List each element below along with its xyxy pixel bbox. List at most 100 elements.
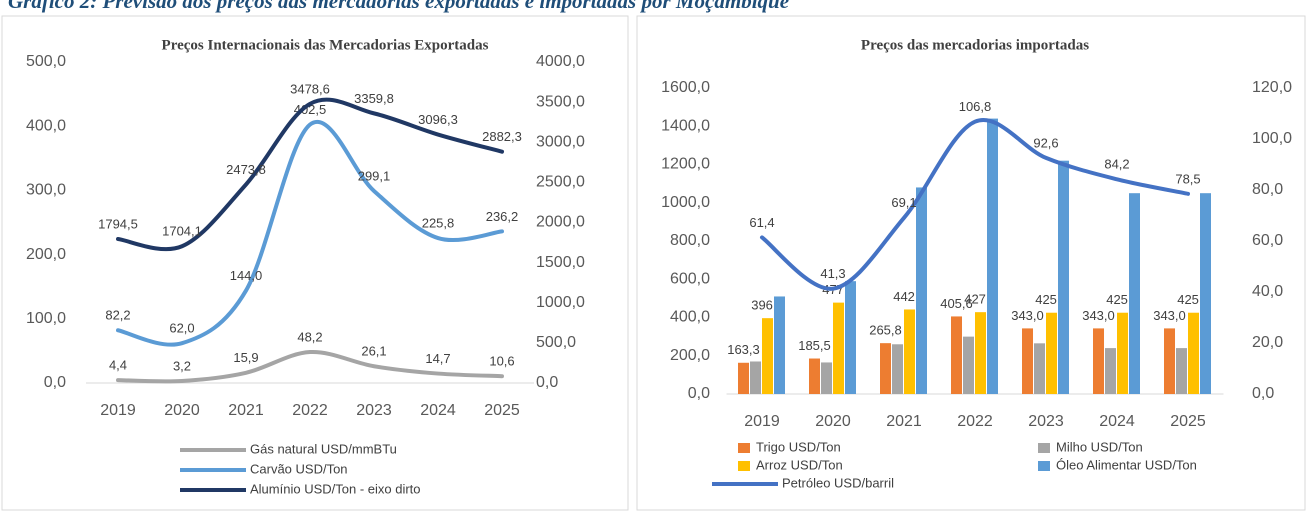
x-tick-label: 2019 (100, 402, 136, 419)
x-tick-label: 2025 (484, 402, 520, 419)
data-label: 2882,3 (482, 129, 522, 144)
data-label: 41,3 (820, 266, 845, 281)
bar (821, 362, 832, 394)
bar (951, 316, 962, 394)
legend-label: Trigo USD/Ton (756, 439, 841, 454)
legend-label: Petróleo USD/barril (782, 475, 894, 490)
x-tick-label: 2020 (164, 402, 200, 419)
data-label: 106,8 (959, 99, 992, 114)
data-label: 1794,5 (98, 216, 138, 231)
legend-swatch (1038, 461, 1050, 471)
y-tick-label: 200,0 (26, 246, 66, 263)
line-series (760, 117, 1190, 291)
bar (987, 118, 998, 394)
bar (809, 358, 820, 394)
figure-title: Gráfico 2: Previsão dos preços das merca… (8, 0, 789, 13)
bar (975, 312, 986, 394)
data-label: 10,6 (489, 354, 514, 369)
data-label: 92,6 (1033, 135, 1058, 150)
bar (916, 187, 927, 394)
data-label: 225,8 (422, 215, 455, 230)
chart-title: Preços Internacionais das Mercadorias Ex… (162, 37, 489, 53)
legend-label: Carvão USD/Ton (250, 461, 348, 476)
line-series (116, 97, 504, 252)
bar (963, 336, 974, 394)
bar (1188, 312, 1199, 394)
bar (1046, 312, 1057, 394)
y2-tick-label: 100,0 (1252, 130, 1292, 147)
x-tick-label: 2023 (356, 402, 392, 419)
bar (1200, 193, 1211, 394)
legend-label: Arroz USD/Ton (756, 457, 843, 472)
bar (1117, 312, 1128, 394)
y-tick-label: 1200,0 (661, 156, 710, 173)
x-tick-label: 2021 (228, 402, 264, 419)
y-tick-label: 600,0 (670, 270, 710, 287)
bar (762, 318, 773, 394)
legend-label: Óleo Alimentar USD/Ton (1056, 457, 1197, 472)
data-label: 343,0 (1082, 308, 1115, 323)
y2-tick-label: 1500,0 (536, 254, 585, 271)
data-label: 144,0 (230, 268, 263, 283)
data-label: 48,2 (297, 329, 322, 344)
y2-tick-label: 2500,0 (536, 174, 585, 191)
bar (1058, 160, 1069, 394)
legend-label: Gás natural USD/mmBTu (250, 441, 397, 456)
bar (750, 361, 761, 394)
data-label: 4,4 (109, 358, 127, 373)
bar (1164, 328, 1175, 394)
data-label: 3,2 (173, 358, 191, 373)
data-label: 236,2 (486, 209, 519, 224)
x-tick-label: 2024 (420, 402, 456, 419)
y-tick-label: 0,0 (688, 385, 710, 402)
line-series (116, 350, 504, 384)
data-label: 3478,6 (290, 81, 330, 96)
data-label: 82,2 (105, 308, 130, 323)
legend-label: Alumínio USD/Ton - eixo dirto (250, 481, 421, 496)
data-label: 14,7 (425, 351, 450, 366)
x-tick-label: 2024 (1099, 413, 1135, 430)
y-tick-label: 300,0 (26, 182, 66, 199)
data-label: 343,0 (1153, 308, 1186, 323)
y2-tick-label: 500,0 (536, 334, 576, 351)
y-tick-label: 400,0 (670, 309, 710, 326)
bar (833, 302, 844, 394)
data-label: 84,2 (1104, 157, 1129, 172)
x-tick-label: 2021 (886, 413, 922, 430)
bar (1034, 343, 1045, 394)
legend-swatch (1038, 443, 1050, 453)
bar (1022, 328, 1033, 394)
y-tick-label: 500,0 (26, 53, 66, 70)
data-label: 1704,1 (162, 224, 202, 239)
y2-tick-label: 3500,0 (536, 93, 585, 110)
bar (1129, 193, 1140, 394)
data-label: 402,5 (294, 102, 327, 117)
bar (1176, 348, 1187, 394)
data-label: 26,1 (361, 344, 386, 359)
y2-tick-label: 2000,0 (536, 214, 585, 231)
bar (892, 344, 903, 394)
legend-swatch (738, 461, 750, 471)
bar (880, 343, 891, 394)
y2-tick-label: 40,0 (1252, 283, 1283, 300)
data-label: 3096,3 (418, 112, 458, 127)
data-label: 61,4 (749, 215, 774, 230)
legend-swatch (738, 443, 750, 453)
data-label: 299,1 (358, 168, 391, 183)
data-label: 78,5 (1175, 171, 1200, 186)
data-label: 15,9 (233, 350, 258, 365)
data-label: 405,6 (940, 296, 973, 311)
line-series (116, 120, 504, 347)
bar (904, 309, 915, 394)
data-label: 265,8 (869, 323, 902, 338)
y2-tick-label: 20,0 (1252, 334, 1283, 351)
chart-frame (636, 15, 1306, 511)
legend-label: Milho USD/Ton (1056, 439, 1143, 454)
chart-title: Preços das mercadorias importadas (861, 37, 1089, 53)
x-tick-label: 2022 (292, 402, 328, 419)
data-label: 62,0 (169, 321, 194, 336)
y-tick-label: 200,0 (670, 347, 710, 364)
y-tick-label: 1400,0 (661, 117, 710, 134)
